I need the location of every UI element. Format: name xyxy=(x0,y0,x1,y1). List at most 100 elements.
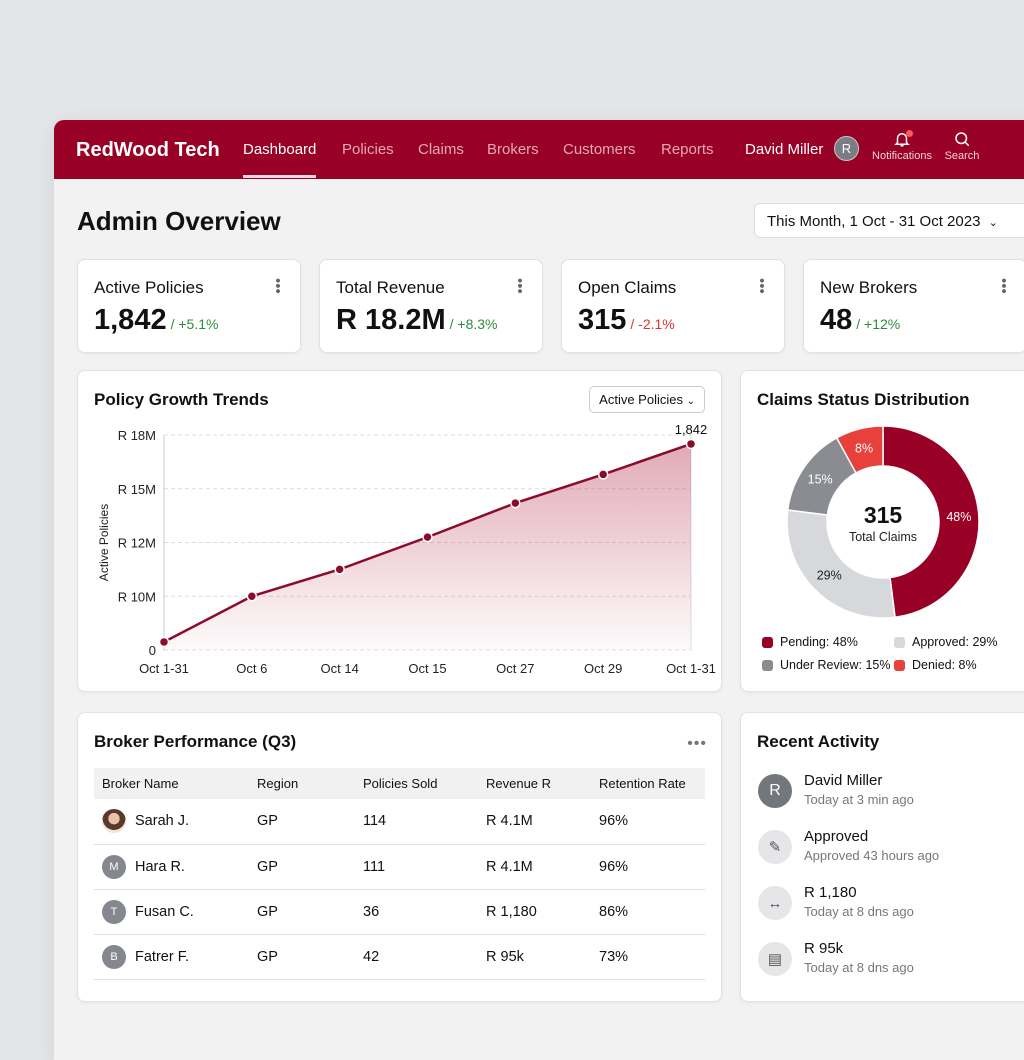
broker-performance-card: Broker Performance (Q3) ••• Broker Name R… xyxy=(77,712,722,1002)
kebab-menu-icon[interactable]: ••• xyxy=(995,278,1012,294)
legend-pending: Pending: 48% xyxy=(762,635,858,649)
kpi-value: 315/ -2.1% xyxy=(578,304,675,337)
search-button[interactable]: Search xyxy=(942,130,982,162)
activity-item[interactable]: ✎ Approved Approved 43 hours ago xyxy=(758,828,939,864)
card-title: Broker Performance (Q3) xyxy=(94,732,297,751)
slice-pending[interactable] xyxy=(882,425,980,619)
data-point[interactable] xyxy=(246,591,258,602)
activity-item[interactable]: ▤ R 95k Today at 8 dns ago xyxy=(758,940,914,976)
nav-dashboard[interactable]: Dashboard xyxy=(243,141,317,178)
y-tick-label: R 18M xyxy=(118,428,156,443)
revenue-cell: R 95k xyxy=(478,934,591,980)
activity-time: Today at 8 dns ago xyxy=(804,960,914,975)
column-header[interactable]: Policies Sold xyxy=(355,768,478,799)
more-icon[interactable]: ••• xyxy=(687,735,707,752)
kpi-change: / +5.1% xyxy=(170,316,219,332)
nav-brokers[interactable]: Brokers xyxy=(487,141,539,158)
region-cell: GP xyxy=(249,889,355,935)
area-fill xyxy=(164,443,691,650)
edit-icon: ✎ xyxy=(758,830,792,864)
kpi-change: / +12% xyxy=(856,316,901,332)
data-point[interactable] xyxy=(158,636,170,648)
policies-sold-cell: 114 xyxy=(355,799,478,845)
search-icon xyxy=(955,132,970,147)
policies-sold-cell: 111 xyxy=(355,844,478,890)
notifications-button[interactable]: Notifications xyxy=(870,130,934,162)
kpi-change: / +8.3% xyxy=(449,316,498,332)
transfer-icon: ↔ xyxy=(758,886,792,920)
retention-cell: 96% xyxy=(591,844,705,890)
table-row[interactable]: T Fusan C. GP 36 R 1,180 86% xyxy=(94,889,705,935)
kpi-label: Open Claims xyxy=(578,278,677,297)
kpi-card: Total Revenue ••• R 18.2M / +8.3% xyxy=(319,259,543,353)
kebab-menu-icon[interactable]: ••• xyxy=(753,278,770,294)
user-avatar[interactable]: R xyxy=(834,136,859,161)
avatar: R xyxy=(758,774,792,808)
nav-claims[interactable]: Claims xyxy=(418,141,464,158)
nav-policies[interactable]: Policies xyxy=(342,141,394,158)
brand-logo[interactable]: RedWood Tech xyxy=(76,139,220,161)
column-header[interactable]: Revenue R xyxy=(478,768,591,799)
slice-approved[interactable] xyxy=(786,509,896,619)
column-header[interactable]: Broker Name xyxy=(94,768,249,799)
date-range-select[interactable]: This Month, 1 Oct - 31 Oct 2023 ⌄ xyxy=(754,203,1024,238)
retention-cell: 96% xyxy=(591,799,705,845)
page-title: Admin Overview xyxy=(77,206,281,236)
kebab-menu-icon[interactable]: ••• xyxy=(269,278,286,294)
kebab-menu-icon[interactable]: ••• xyxy=(511,278,528,294)
column-header[interactable]: Retention Rate xyxy=(591,768,705,799)
legend-swatch xyxy=(762,636,773,648)
activity-item[interactable]: R David Miller Today at 3 min ago xyxy=(758,772,914,808)
data-point[interactable] xyxy=(334,564,345,575)
broker-avatar: B xyxy=(102,944,126,969)
nav-reports[interactable]: Reports xyxy=(661,141,714,158)
chevron-down-icon: ⌄ xyxy=(988,217,998,229)
legend-label: Under Review: 15% xyxy=(780,658,891,672)
kpi-label: New Brokers xyxy=(820,278,918,297)
column-header[interactable]: Region xyxy=(249,768,355,799)
kpi-number: R 18.2M xyxy=(336,304,446,336)
broker-name: Fusan C. xyxy=(135,903,194,920)
user-name[interactable]: David Miller xyxy=(745,141,824,158)
retention-cell: 86% xyxy=(591,889,705,935)
date-range-value: This Month, 1 Oct - 31 Oct 2023 xyxy=(767,213,981,230)
slice-label: 48% xyxy=(946,510,971,524)
policy-growth-card: Policy Growth Trends Active Policies ⌄ 0… xyxy=(77,370,722,692)
bell-icon xyxy=(894,133,910,147)
legend-approved: Approved: 29% xyxy=(894,635,997,649)
retention-cell: 73% xyxy=(591,934,705,980)
legend-swatch xyxy=(762,659,773,671)
data-point[interactable] xyxy=(597,469,609,480)
x-tick-label: Oct 27 xyxy=(496,661,534,676)
kpi-label: Total Revenue xyxy=(336,278,445,297)
x-tick-label: Oct 14 xyxy=(321,661,359,676)
table-row[interactable]: Sarah J. GP 114 R 4.1M 96% xyxy=(94,799,705,845)
data-point[interactable] xyxy=(685,438,697,450)
table-row[interactable]: M Hara R. GP 111 R 4.1M 96% xyxy=(94,844,705,890)
nav-customers[interactable]: Customers xyxy=(563,141,636,158)
activity-title: Approved xyxy=(804,828,869,845)
slice-denied[interactable] xyxy=(835,425,884,474)
broker-name: Hara R. xyxy=(135,858,185,875)
policies-sold-cell: 42 xyxy=(355,934,478,980)
card-title: Claims Status Distribution xyxy=(757,390,970,409)
card-title: Recent Activity xyxy=(757,732,880,751)
legend-label: Pending: 48% xyxy=(780,635,858,649)
broker-name-cell: Sarah J. xyxy=(94,799,249,845)
x-tick-label: Oct 1-31 xyxy=(139,661,189,676)
activity-item[interactable]: ↔ R 1,180 Today at 8 dns ago xyxy=(758,884,914,920)
data-point[interactable] xyxy=(422,531,433,543)
activity-time: Approved 43 hours ago xyxy=(804,848,940,863)
slice-label: 15% xyxy=(808,472,833,486)
region-cell: GP xyxy=(249,844,355,890)
region-cell: GP xyxy=(249,799,355,845)
table-row[interactable]: B Fatrer F. GP 42 R 95k 73% xyxy=(94,934,705,980)
data-point[interactable] xyxy=(510,497,521,509)
legend-denied: Denied: 8% xyxy=(894,658,977,672)
broker-avatar xyxy=(102,809,126,834)
metric-select[interactable]: Active Policies ⌄ xyxy=(589,386,705,413)
metric-value: Active Policies xyxy=(599,392,683,407)
slice-label: 29% xyxy=(817,569,842,583)
activity-title: R 1,180 xyxy=(804,884,857,901)
